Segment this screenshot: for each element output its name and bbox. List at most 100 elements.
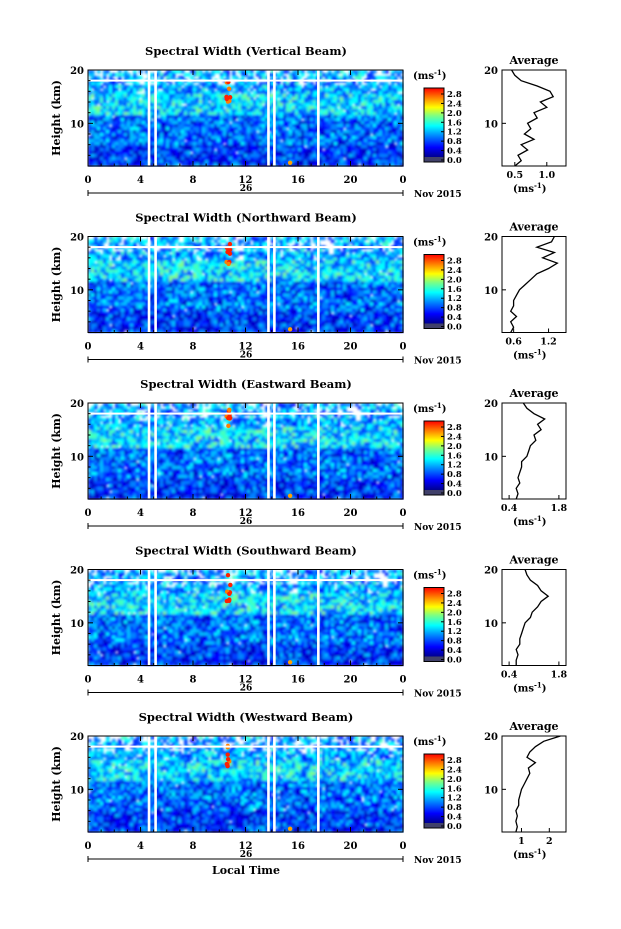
heatmap-cell: [187, 103, 191, 107]
heatmap-cell: [112, 73, 116, 77]
heatmap-cell: [199, 151, 203, 155]
heatmap-cell: [172, 91, 176, 95]
heatmap-cell: [190, 88, 194, 92]
heatmap-cell: [103, 163, 107, 167]
heatmap-cell: [187, 97, 191, 101]
heatmap-cell: [145, 115, 149, 119]
heatmap-cell: [181, 154, 185, 158]
heatmap-cell: [88, 70, 92, 74]
heatmap-cell: [151, 124, 155, 128]
heatmap-cell: [142, 100, 146, 104]
heatmap-cell: [190, 109, 194, 113]
heatmap-cell: [121, 163, 125, 167]
y-axis-label: Height (km): [50, 80, 63, 156]
heatmap-cell: [100, 133, 104, 137]
heatmap-cell: [103, 239, 107, 244]
heatmap-cell: [106, 106, 110, 110]
heatmap-cell: [160, 94, 164, 98]
heatmap-cell: [151, 130, 155, 134]
heatmap-cell: [88, 94, 92, 98]
heatmap-cell: [163, 154, 167, 158]
heatmap-cell: [124, 106, 128, 110]
heatmap-cell: [220, 88, 224, 92]
heatmap-cell: [217, 112, 221, 116]
heatmap-cell: [133, 82, 137, 86]
heatmap-cell: [130, 142, 134, 146]
heatmap-cell: [94, 124, 98, 128]
heatmap-cell: [130, 112, 134, 116]
heatmap-cell: [130, 163, 134, 167]
heatmap-cell: [220, 100, 224, 104]
heatmap-cell: [121, 127, 125, 131]
heatmap-cell: [181, 106, 185, 110]
heatmap-cell: [205, 151, 209, 155]
heatmap-cell: [139, 94, 143, 98]
heatmap-cell: [139, 157, 143, 161]
heatmap-cell: [145, 88, 149, 92]
heatmap-cell: [121, 97, 125, 101]
heatmap-cell: [109, 130, 113, 134]
heatmap-cell: [202, 142, 206, 146]
heatmap-cell: [100, 91, 104, 95]
heatmap-cell: [151, 88, 155, 92]
heatmap-cell: [190, 136, 194, 140]
heatmap-cell: [106, 160, 110, 164]
heatmap-cell: [130, 136, 134, 140]
heatmap-cell: [145, 157, 149, 161]
heatmap-cell: [139, 130, 143, 134]
heatmap-cell: [181, 109, 185, 113]
heatmap-cell: [199, 73, 203, 77]
heatmap-cell: [151, 133, 155, 137]
heatmap-cell: [193, 148, 197, 152]
heatmap-cell: [199, 91, 203, 95]
heatmap-cell: [166, 124, 170, 128]
heatmap-cell: [109, 121, 113, 125]
heatmap-cell: [142, 151, 146, 155]
heatmap-cell: [97, 157, 101, 161]
heatmap-cell: [88, 160, 92, 164]
data-gap: [317, 70, 320, 166]
heatmap-cell: [151, 85, 155, 89]
heatmap-cell: [118, 133, 122, 137]
heatmap-cell: [112, 136, 116, 140]
heatmap-cell: [166, 127, 170, 131]
heatmap-cell: [115, 73, 119, 77]
heatmap-cell: [205, 157, 209, 161]
heatmap-cell: [151, 91, 155, 95]
data-gap: [273, 70, 276, 166]
heatmap-cell: [169, 100, 173, 104]
heatmap-cell: [88, 148, 92, 152]
heatmap-cell: [211, 139, 215, 143]
heatmap-cell: [214, 85, 218, 89]
heatmap-cell: [166, 97, 170, 101]
heatmap-cell: [220, 97, 224, 101]
average-x-tick-label: 0.5: [507, 170, 524, 181]
heatmap-cell: [145, 130, 149, 134]
heatmap-cell: [163, 160, 167, 164]
heatmap-cell: [94, 115, 98, 119]
heatmap-cell: [205, 139, 209, 143]
heatmap-cell: [118, 163, 122, 167]
heatmap-cell: [193, 139, 197, 143]
heatmap-cell: [106, 133, 110, 137]
heatmap-cell: [193, 121, 197, 125]
heatmap-cell: [118, 109, 122, 113]
heatmap-cell: [205, 106, 209, 110]
heatmap-cell: [106, 85, 110, 89]
heatmap-cell: [124, 136, 128, 140]
heatmap-cell: [157, 94, 161, 98]
heatmap-cell: [184, 157, 188, 161]
heatmap-cell: [130, 130, 134, 134]
heatmap-cell: [106, 103, 110, 107]
heatmap-cell: [199, 121, 203, 125]
heatmap-cell: [157, 70, 161, 74]
heatmap-cell: [145, 142, 149, 146]
heatmap-cell: [202, 115, 206, 119]
heatmap-cell: [127, 106, 131, 110]
heatmap-cell: [91, 121, 95, 125]
heatmap-cell: [136, 103, 140, 107]
heatmap-cell: [115, 94, 119, 98]
heatmap-cell: [178, 136, 182, 140]
heatmap-cell: [187, 139, 191, 143]
heatmap-cell: [127, 145, 131, 149]
